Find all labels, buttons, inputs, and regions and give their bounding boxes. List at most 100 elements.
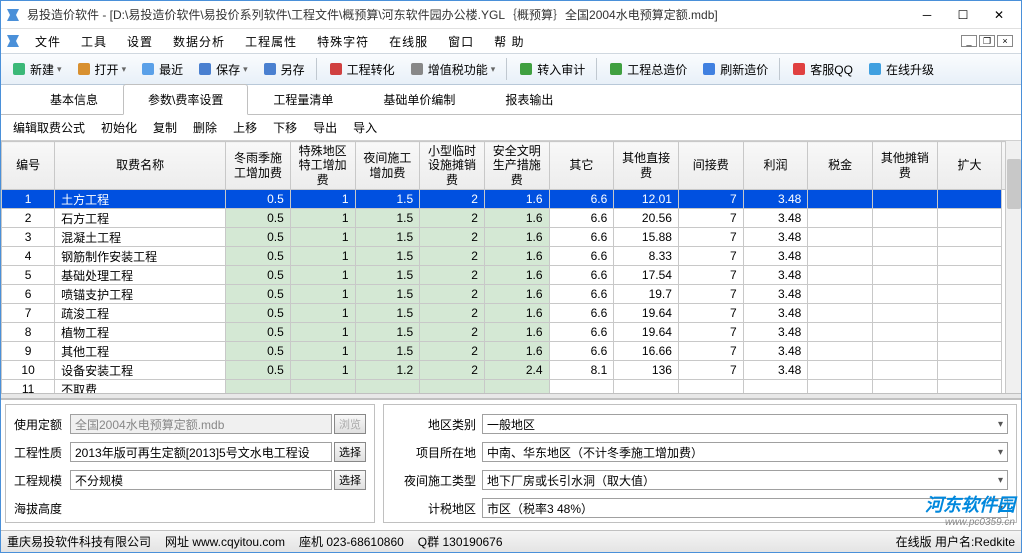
title-bar: 易投造价软件 - [D:\易投造价软件\易投价系列软件\工程文件\概预算\河东软… xyxy=(1,1,1021,29)
toolbar-转入审计[interactable]: 转入审计 xyxy=(512,58,591,81)
nature-label: 工程性质 xyxy=(14,444,70,461)
table-row[interactable]: 11不取费 xyxy=(2,380,1021,393)
app-icon xyxy=(5,7,21,23)
toolbar-另存[interactable]: 另存 xyxy=(256,58,311,81)
toolbar-在线升级[interactable]: 在线升级 xyxy=(861,58,940,81)
col-header-1[interactable]: 取费名称 xyxy=(55,142,226,190)
menu-bar: 文件工具设置数据分析工程属性特殊字符在线服窗口帮 助 _ ❐ × xyxy=(1,29,1021,53)
menu-特殊字符[interactable]: 特殊字符 xyxy=(307,33,379,50)
title-text: 易投造价软件 - [D:\易投造价软件\易投价系列软件\工程文件\概预算\河东软… xyxy=(27,6,909,23)
table-row[interactable]: 10设备安装工程0.511.222.48.113673.48 xyxy=(2,361,1021,380)
menu-文件[interactable]: 文件 xyxy=(25,33,71,50)
toolbar-最近[interactable]: 最近 xyxy=(134,58,189,81)
bottom-panel: 使用定额 全国2004水电预算定额.mdb 浏览 工程性质 2013年版可再生定… xyxy=(1,399,1021,527)
location-select[interactable]: 中南、华东地区（不计冬季施工增加费） xyxy=(482,442,1008,462)
toolbar-打开[interactable]: 打开▾ xyxy=(70,58,133,81)
toolbar-保存[interactable]: 保存▾ xyxy=(191,58,254,81)
status-user: 在线版 用户名:Redkite xyxy=(896,533,1015,550)
col-header-6[interactable]: 安全文明生产措施费 xyxy=(484,142,549,190)
main-toolbar: 新建▾打开▾最近保存▾另存工程转化增值税功能▾ 转入审计工程总造价刷新造价客服QQ… xyxy=(1,53,1021,85)
night-type-label: 夜间施工类型 xyxy=(392,472,482,489)
tab-1[interactable]: 参数\费率设置 xyxy=(123,84,248,115)
scale-label: 工程规模 xyxy=(14,472,70,489)
location-label: 项目所在地 xyxy=(392,444,482,461)
col-header-0[interactable]: 编号 xyxy=(2,142,55,190)
table-row[interactable]: 9其他工程0.511.521.66.616.6673.48 xyxy=(2,342,1021,361)
toolbar-增值税功能[interactable]: 增值税功能▾ xyxy=(403,58,502,81)
tab-2[interactable]: 工程量清单 xyxy=(248,84,358,115)
status-qq: Q群 130190676 xyxy=(418,533,503,550)
scale-choose-button[interactable]: 选择 xyxy=(334,470,366,490)
mdi-close[interactable]: × xyxy=(997,35,1013,47)
tab-0[interactable]: 基本信息 xyxy=(25,84,123,115)
main-tabs: 基本信息参数\费率设置工程量清单基础单价编制报表输出 xyxy=(1,85,1021,115)
col-header-4[interactable]: 夜间施工增加费 xyxy=(355,142,420,190)
table-row[interactable]: 4钢筋制作安装工程0.511.521.66.68.3373.48 xyxy=(2,247,1021,266)
subtool-导出[interactable]: 导出 xyxy=(307,117,343,138)
col-header-11[interactable]: 税金 xyxy=(808,142,873,190)
altitude-label: 海拔高度 xyxy=(14,500,70,517)
menu-在线服[interactable]: 在线服 xyxy=(379,33,438,50)
vertical-scrollbar[interactable] xyxy=(1005,141,1021,393)
col-header-9[interactable]: 间接费 xyxy=(678,142,743,190)
table-row[interactable]: 8植物工程0.511.521.66.619.6473.48 xyxy=(2,323,1021,342)
menu-数据分析[interactable]: 数据分析 xyxy=(163,33,235,50)
toolbar-工程总造价[interactable]: 工程总造价 xyxy=(602,58,693,81)
left-form: 使用定额 全国2004水电预算定额.mdb 浏览 工程性质 2013年版可再生定… xyxy=(5,404,375,523)
col-header-13[interactable]: 扩大 xyxy=(937,142,1002,190)
mdi-restore[interactable]: ❐ xyxy=(979,35,995,47)
night-type-select[interactable]: 地下厂房或长引水洞（取大值） xyxy=(482,470,1008,490)
subtool-导入[interactable]: 导入 xyxy=(347,117,383,138)
toolbar-工程转化[interactable]: 工程转化 xyxy=(322,58,401,81)
subtool-下移[interactable]: 下移 xyxy=(267,117,303,138)
col-header-5[interactable]: 小型临时设施摊销费 xyxy=(420,142,485,190)
mdi-controls: _ ❐ × xyxy=(961,35,1017,47)
col-header-3[interactable]: 特殊地区特工增加费 xyxy=(290,142,355,190)
subtool-复制[interactable]: 复制 xyxy=(147,117,183,138)
status-tel: 座机 023-68610860 xyxy=(299,533,404,550)
subtool-编辑取费公式[interactable]: 编辑取费公式 xyxy=(7,117,91,138)
table-row[interactable]: 5基础处理工程0.511.521.66.617.5473.48 xyxy=(2,266,1021,285)
data-grid: 编号取费名称冬雨季施工增加费特殊地区特工增加费夜间施工增加费小型临时设施摊销费安… xyxy=(1,141,1021,393)
toolbar-客服QQ[interactable]: 客服QQ xyxy=(785,58,859,81)
toolbar-刷新造价[interactable]: 刷新造价 xyxy=(695,58,774,81)
tab-3[interactable]: 基础单价编制 xyxy=(358,84,480,115)
subtool-初始化[interactable]: 初始化 xyxy=(95,117,143,138)
subtool-删除[interactable]: 删除 xyxy=(187,117,223,138)
table-row[interactable]: 7疏浚工程0.511.521.66.619.6473.48 xyxy=(2,304,1021,323)
table-row[interactable]: 1土方工程0.511.521.66.612.0173.48 xyxy=(2,190,1021,209)
close-button[interactable]: ✕ xyxy=(981,3,1017,27)
region-type-label: 地区类别 xyxy=(392,416,482,433)
toolbar-新建[interactable]: 新建▾ xyxy=(5,58,68,81)
scale-input[interactable]: 不分规模 xyxy=(70,470,332,490)
table-row[interactable]: 6喷锚支护工程0.511.521.66.619.773.48 xyxy=(2,285,1021,304)
menu-工程属性[interactable]: 工程属性 xyxy=(235,33,307,50)
col-header-7[interactable]: 其它 xyxy=(549,142,614,190)
col-header-12[interactable]: 其他摊销费 xyxy=(873,142,938,190)
col-header-2[interactable]: 冬雨季施工增加费 xyxy=(226,142,291,190)
quota-browse-button: 浏览 xyxy=(334,414,366,434)
right-form: 地区类别 一般地区 项目所在地 中南、华东地区（不计冬季施工增加费） 夜间施工类… xyxy=(383,404,1017,523)
quota-input: 全国2004水电预算定额.mdb xyxy=(70,414,332,434)
tax-region-select[interactable]: 市区（税率3 48%） xyxy=(482,498,1008,518)
tab-4[interactable]: 报表输出 xyxy=(480,84,578,115)
subtool-上移[interactable]: 上移 xyxy=(227,117,263,138)
status-site: 网址 www.cqyitou.com xyxy=(165,533,285,550)
nature-choose-button[interactable]: 选择 xyxy=(334,442,366,462)
window-controls: ─ ☐ ✕ xyxy=(909,3,1017,27)
tax-region-label: 计税地区 xyxy=(392,500,482,517)
maximize-button[interactable]: ☐ xyxy=(945,3,981,27)
mdi-minimize[interactable]: _ xyxy=(961,35,977,47)
region-type-select[interactable]: 一般地区 xyxy=(482,414,1008,434)
menu-帮 助[interactable]: 帮 助 xyxy=(484,33,534,50)
table-row[interactable]: 2石方工程0.511.521.66.620.5673.48 xyxy=(2,209,1021,228)
quota-label: 使用定额 xyxy=(14,416,70,433)
menu-窗口[interactable]: 窗口 xyxy=(438,33,484,50)
menu-设置[interactable]: 设置 xyxy=(117,33,163,50)
col-header-8[interactable]: 其他直接费 xyxy=(614,142,679,190)
col-header-10[interactable]: 利润 xyxy=(743,142,808,190)
minimize-button[interactable]: ─ xyxy=(909,3,945,27)
nature-input[interactable]: 2013年版可再生定额[2013]5号文水电工程设 xyxy=(70,442,332,462)
menu-工具[interactable]: 工具 xyxy=(71,33,117,50)
table-row[interactable]: 3混凝土工程0.511.521.66.615.8873.48 xyxy=(2,228,1021,247)
